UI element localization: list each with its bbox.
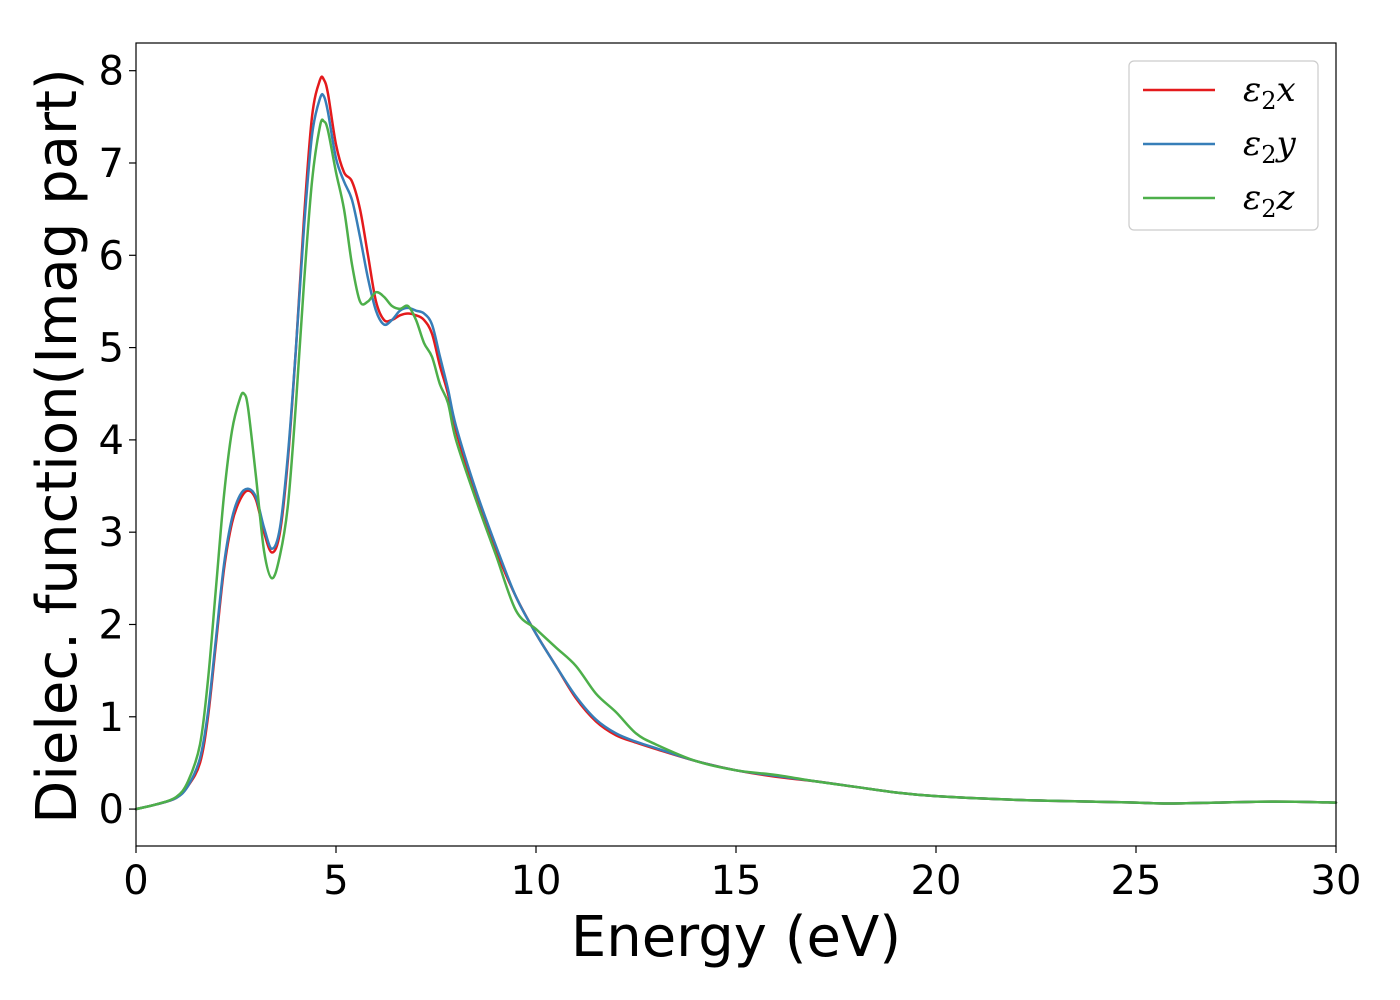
y-tick-label: 6 xyxy=(99,233,124,279)
x-axis-label: Energy (eV) xyxy=(571,905,901,970)
x-tick-label: 30 xyxy=(1311,858,1362,904)
x-tick-label: 10 xyxy=(511,858,562,904)
y-tick-label: 8 xyxy=(99,49,124,95)
legend-items: ε2x ε2y ε2z xyxy=(1143,70,1297,223)
ticks-layer: 0 5 10 15 20 25 30 0 1 2 3 4 5 6 7 8 xyxy=(99,49,1362,904)
legend-box xyxy=(1128,60,1319,231)
x-tick-label: 15 xyxy=(711,858,762,904)
y-tick-label: 4 xyxy=(99,418,124,464)
y-tick-label: 2 xyxy=(99,602,124,648)
y-tick-label: 7 xyxy=(99,141,124,187)
y-tick-label: 1 xyxy=(99,695,124,741)
x-tick-label: 0 xyxy=(123,858,148,904)
y-tick-label: 5 xyxy=(99,326,124,372)
x-tick-label: 20 xyxy=(911,858,962,904)
series-layer xyxy=(134,75,1338,811)
legend: ε2x ε2y ε2z xyxy=(1128,60,1319,231)
y-tick-label: 0 xyxy=(99,787,124,833)
legend-label-z: ε2z xyxy=(1243,178,1296,223)
y-axis-label: Dielec. function(Imag part) xyxy=(25,68,90,824)
x-tick-label: 5 xyxy=(323,858,348,904)
legend-label-x: ε2x xyxy=(1243,70,1296,115)
legend-label-y: ε2y xyxy=(1243,124,1297,169)
series-line-z xyxy=(134,118,1338,811)
y-tick-label: 3 xyxy=(99,510,124,556)
x-tick-label: 25 xyxy=(1111,858,1162,904)
